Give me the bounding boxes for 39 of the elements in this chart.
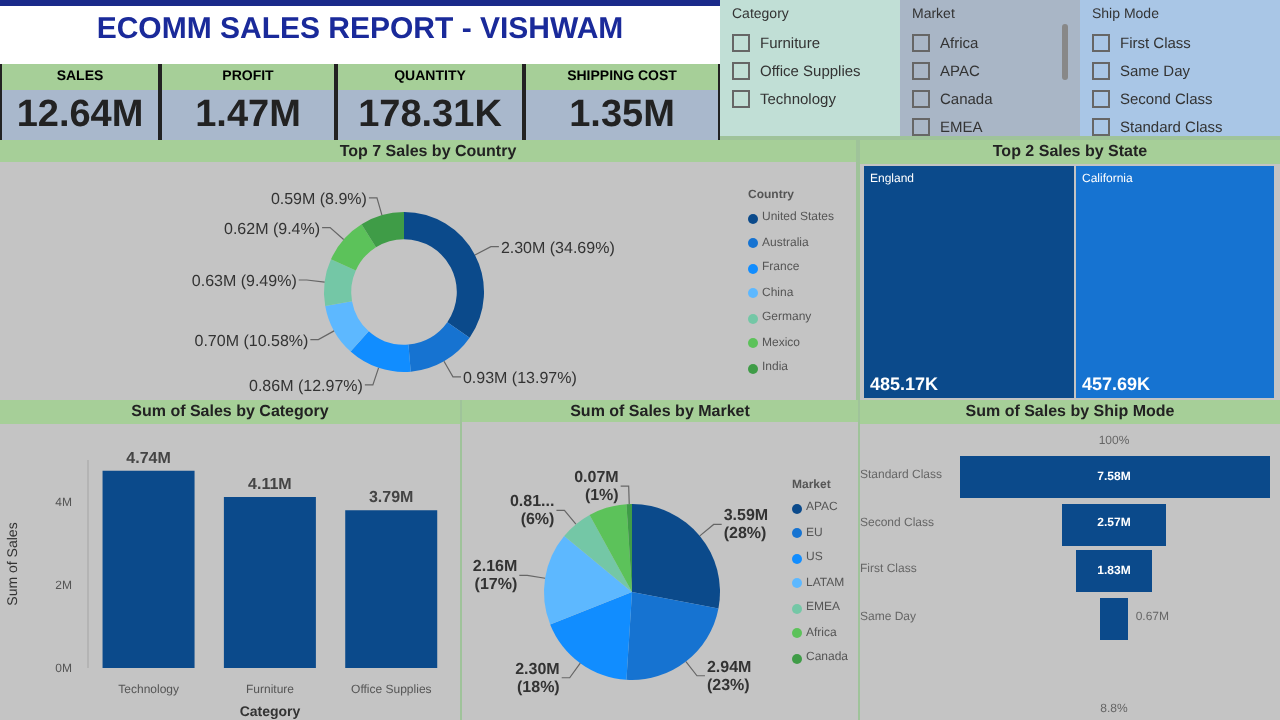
data-label: 0.62M (9.4%) [224, 219, 321, 238]
data-label: 3.79M [368, 488, 415, 507]
pie-slice [632, 504, 720, 609]
pie-slice [564, 514, 632, 592]
text: 1.47M [162, 90, 334, 140]
text: 178.31K [338, 90, 522, 140]
donut-slice [325, 301, 369, 352]
data-label: 0.93M (13.97%) [462, 368, 578, 387]
chart-title: Top 7 Sales by Country [0, 140, 856, 162]
data-label: 2.94M (23%) [706, 657, 753, 694]
data-label: 457.69K [1082, 374, 1151, 394]
data-label: 3.59M (28%) [723, 506, 769, 543]
donut-slice [404, 212, 484, 338]
data-label: 4.74M [126, 448, 172, 467]
data-label: 4.11M [248, 475, 293, 494]
text: Top 2 Sales by State [860, 140, 1280, 164]
text: ECOMM SALES REPORT - VISHWAM [94, 12, 626, 46]
donut-slice [324, 259, 356, 306]
data-label: 0.81... (6%) [509, 492, 556, 529]
data-label: 0.86M (12.97%) [249, 376, 364, 395]
donut-slice [350, 331, 411, 372]
text: 12.64M [2, 90, 158, 140]
chart-title: Sum of Sales by Market [462, 400, 858, 422]
donut-slice [330, 224, 376, 271]
text: 1.35M [526, 90, 718, 140]
data-label: 2.30M (18%) [515, 659, 561, 696]
pie-slice [589, 504, 632, 592]
data-label: 0.59M (8.9%) [270, 189, 368, 208]
data-label: 0.07M (1%) [574, 468, 620, 505]
data-label: 2.30M (34.69%) [500, 238, 616, 257]
pie-slice [544, 535, 632, 625]
data-label: 0.63M (9.49%) [191, 271, 298, 290]
text: Sum of Sales by Ship Mode [860, 400, 1280, 424]
data-label: 2.16M (17%) [472, 557, 518, 594]
data-label: 485.17K [870, 374, 939, 394]
chart-title: Sum of Sales by Category [0, 400, 460, 424]
data-label: 0.70M (10.58%) [194, 331, 310, 350]
donut-slice [361, 212, 404, 248]
donut-slice [408, 322, 470, 372]
